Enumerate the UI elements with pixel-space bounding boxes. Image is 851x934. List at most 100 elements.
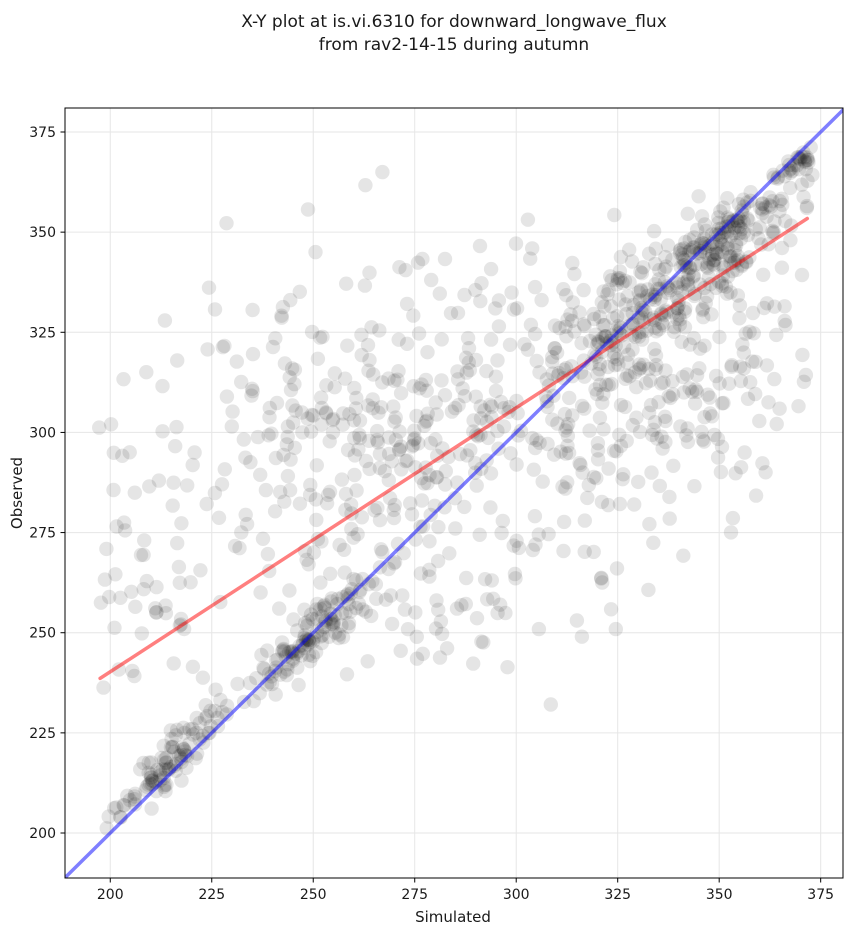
scatter-point [261, 666, 277, 681]
scatter-point [529, 353, 544, 369]
scatter-point [358, 453, 374, 469]
scatter-point [575, 465, 590, 480]
scatter-point [556, 543, 571, 559]
scatter-point [596, 317, 611, 333]
scatter-point [236, 432, 251, 447]
scatter-point [727, 242, 742, 258]
scatter-point [117, 798, 132, 813]
scatter-point [729, 235, 744, 250]
scatter-point [207, 703, 222, 719]
scatter-point [559, 420, 574, 435]
scatter-point [330, 591, 345, 606]
scatter-point [381, 430, 397, 445]
scatter-point [504, 285, 519, 300]
scatter-point [171, 559, 187, 575]
scatter-point [378, 592, 394, 607]
scatter-point [627, 365, 643, 380]
scatter-point [420, 345, 435, 360]
scatter-point [139, 779, 154, 794]
scatter-point [547, 318, 563, 333]
scatter-point [799, 200, 814, 216]
scatter-point [167, 758, 182, 774]
scatter-point [673, 259, 688, 275]
scatter-point [144, 801, 159, 816]
scatter-point [716, 395, 731, 411]
scatter-point [215, 339, 230, 355]
scatter-point [734, 222, 749, 237]
scatter-point [590, 443, 606, 458]
scatter-point [409, 651, 425, 666]
scatter-point [604, 273, 619, 288]
scatter-point [723, 229, 738, 244]
scatter-point [245, 302, 260, 318]
scatter-point [730, 252, 746, 268]
scatter-point [338, 486, 354, 502]
scatter-point [682, 381, 697, 396]
scatter-point [500, 660, 515, 675]
scatter-point [651, 322, 667, 337]
scatter-point [219, 698, 235, 713]
scatter-point [662, 511, 677, 526]
scatter-point [234, 525, 249, 540]
scatter-point [172, 575, 187, 590]
scatter-point [407, 431, 422, 446]
scatter-point [327, 366, 342, 381]
scatter-point [656, 317, 671, 332]
scatter-point [794, 177, 809, 192]
scatter-point [503, 446, 518, 461]
scatter-point [127, 792, 142, 807]
scatter-point [288, 403, 303, 418]
scatter-point [590, 334, 606, 349]
scatter-point [756, 267, 771, 282]
scatter-point [397, 602, 413, 617]
scatter-point [490, 423, 505, 439]
scatter-point [655, 441, 670, 456]
scatter-point [387, 554, 403, 570]
scatter-point [225, 404, 240, 419]
scatter-point [450, 364, 465, 379]
scatter-point [391, 332, 406, 347]
scatter-point [795, 347, 810, 363]
scatter-point [725, 510, 741, 526]
scatter-point [429, 470, 444, 485]
scatter-point [625, 417, 640, 433]
scatter-point [335, 630, 351, 645]
scatter-point [636, 260, 651, 275]
scatter-point [673, 312, 688, 327]
scatter-point [621, 347, 636, 362]
scatter-point [301, 632, 317, 648]
scatter-point [699, 289, 715, 304]
scatter-point [349, 573, 364, 588]
scatter-point [302, 487, 318, 503]
scatter-point [182, 736, 197, 751]
scatter-point [689, 222, 705, 237]
scatter-point [430, 448, 445, 463]
scatter-point [276, 642, 291, 658]
scatter-point [626, 297, 641, 313]
scatter-point [392, 260, 407, 275]
scatter-point [532, 435, 547, 450]
scatter-point [250, 429, 266, 445]
scatter-point [400, 453, 415, 468]
scatter-point [459, 570, 474, 586]
scatter-point [722, 249, 738, 264]
scatter-point [285, 398, 300, 413]
scatter-point [354, 327, 369, 342]
scatter-point [625, 342, 640, 357]
scatter-point [373, 542, 389, 557]
scatter-point [371, 405, 386, 420]
scatter-point [753, 201, 768, 216]
scatter-point [727, 225, 742, 241]
scatter-point [149, 783, 164, 799]
scatter-point [702, 252, 717, 267]
scatter-point [149, 579, 164, 595]
scatter-point [201, 280, 217, 295]
scatter-point [207, 485, 223, 501]
scatter-point [324, 594, 339, 609]
scatter-point [799, 198, 815, 214]
scatter-point [387, 414, 402, 429]
scatter-point [352, 413, 368, 428]
scatter-point [682, 337, 698, 352]
scatter-point [262, 400, 277, 416]
scatter-point [733, 460, 749, 475]
